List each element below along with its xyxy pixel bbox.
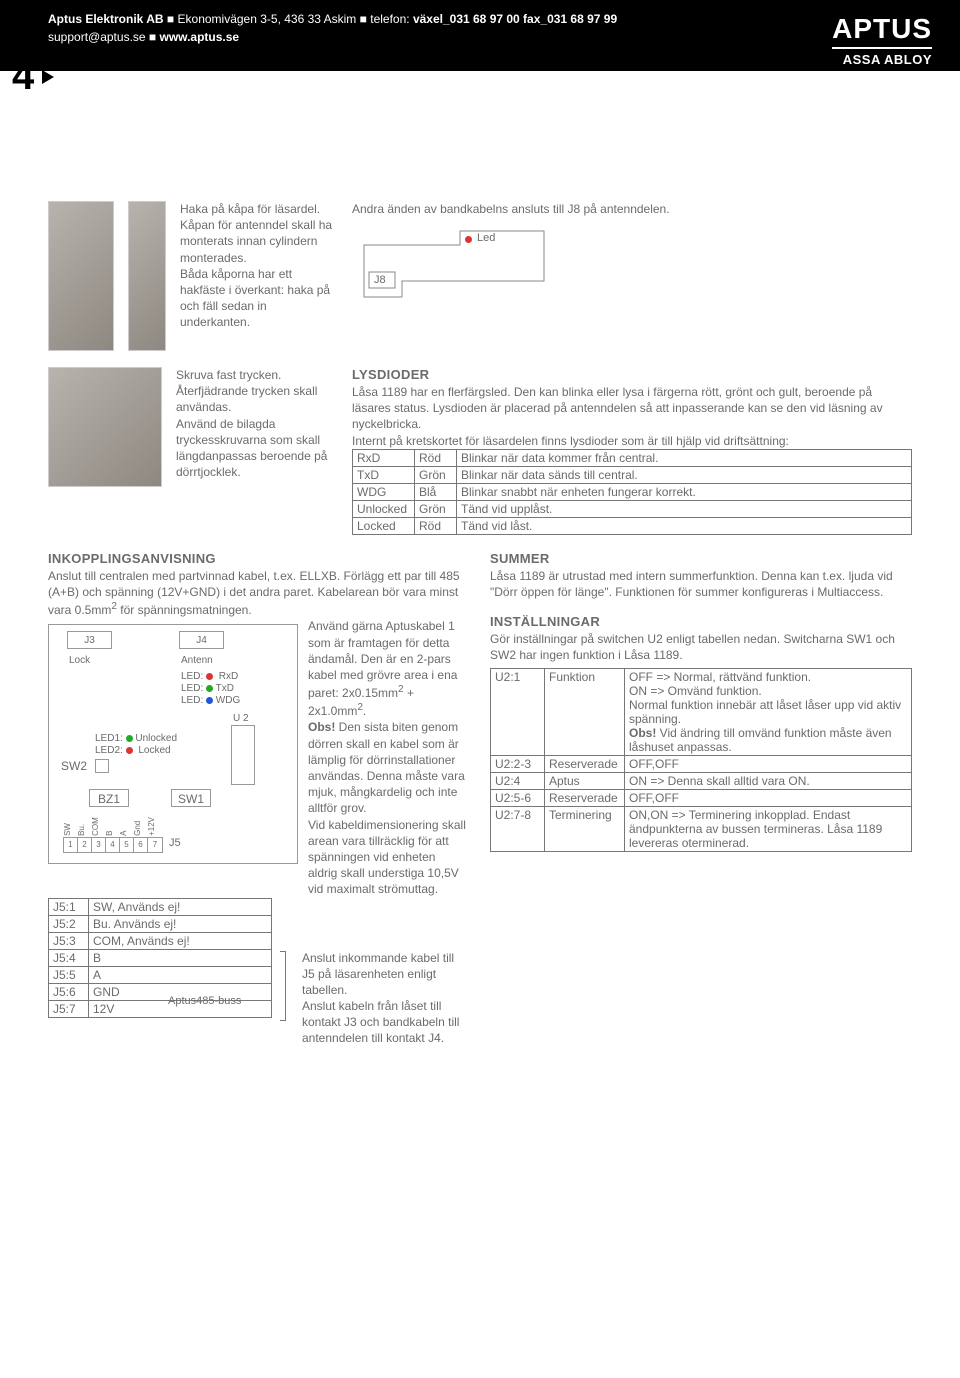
photo-reader-cover <box>48 201 114 351</box>
page-number: 4 <box>12 54 56 99</box>
triangle-icon <box>40 67 56 87</box>
header-contact: Aptus Elektronik AB ■ Ekonomivägen 3-5, … <box>48 10 832 46</box>
j5-instr1: Anslut inkommande kabel till J5 på läsar… <box>302 950 466 999</box>
settings-table: U2:1FunktionOFF => Normal, rättvänd funk… <box>490 668 912 852</box>
pcb-diagram: J3 J4 Lock Antenn LED: RxD LED: TxD LED:… <box>48 624 298 893</box>
lysdioder-table: RxDRödBlinkar när data kommer från centr… <box>352 449 912 535</box>
installningar-intro: Gör inställningar på switchen U2 enligt … <box>490 631 912 663</box>
block1-text: Haka på kåpa för läsardel. Kåpan för ant… <box>180 201 338 351</box>
summer-text: Låsa 1189 är utrustad med intern summerf… <box>490 568 912 600</box>
lysdioder-intro2: Internt på kretskortet för läsardelen fi… <box>352 433 912 449</box>
inkoppling-title: INKOPPLINGSANVISNING <box>48 551 466 566</box>
lysdioder-intro: Låsa 1189 har en flerfärgsled. Den kan b… <box>352 384 912 433</box>
photo-antenna-cover <box>128 201 166 351</box>
lysdioder-title: LYSDIODER <box>352 367 912 382</box>
photo-handle <box>48 367 162 487</box>
inkoppling-intro: Anslut till centralen med partvinnad kab… <box>48 568 466 619</box>
aptus-logo: APTUS <box>832 13 932 45</box>
block3-text: Skruva fast trycken. Återfjädrande tryck… <box>176 367 338 480</box>
j8-diagram: J8 Led <box>352 217 552 315</box>
page-header: Aptus Elektronik AB ■ Ekonomivägen 3-5, … <box>0 0 960 71</box>
aptuskabel-text: Använd gärna Aptuskabel 1 som är framtag… <box>308 618 466 719</box>
block2-intro: Andra änden av bandkabelns ansluts till … <box>352 201 912 217</box>
obs-cable: Obs! Den sista biten genom dörren skall … <box>308 719 466 816</box>
assa-abloy-logo: ASSA ABLOY <box>832 47 932 67</box>
logo-block: APTUS ASSA ABLOY <box>832 10 932 67</box>
summer-title: SUMMER <box>490 551 912 566</box>
bus-label: Aptus485-buss <box>168 995 241 1007</box>
j5-instr2: Anslut kabeln från låset till kontakt J3… <box>302 998 466 1047</box>
installningar-title: INSTÄLLNINGAR <box>490 614 912 629</box>
dim-text: Vid kabeldimensionering skall arean vara… <box>308 817 466 898</box>
